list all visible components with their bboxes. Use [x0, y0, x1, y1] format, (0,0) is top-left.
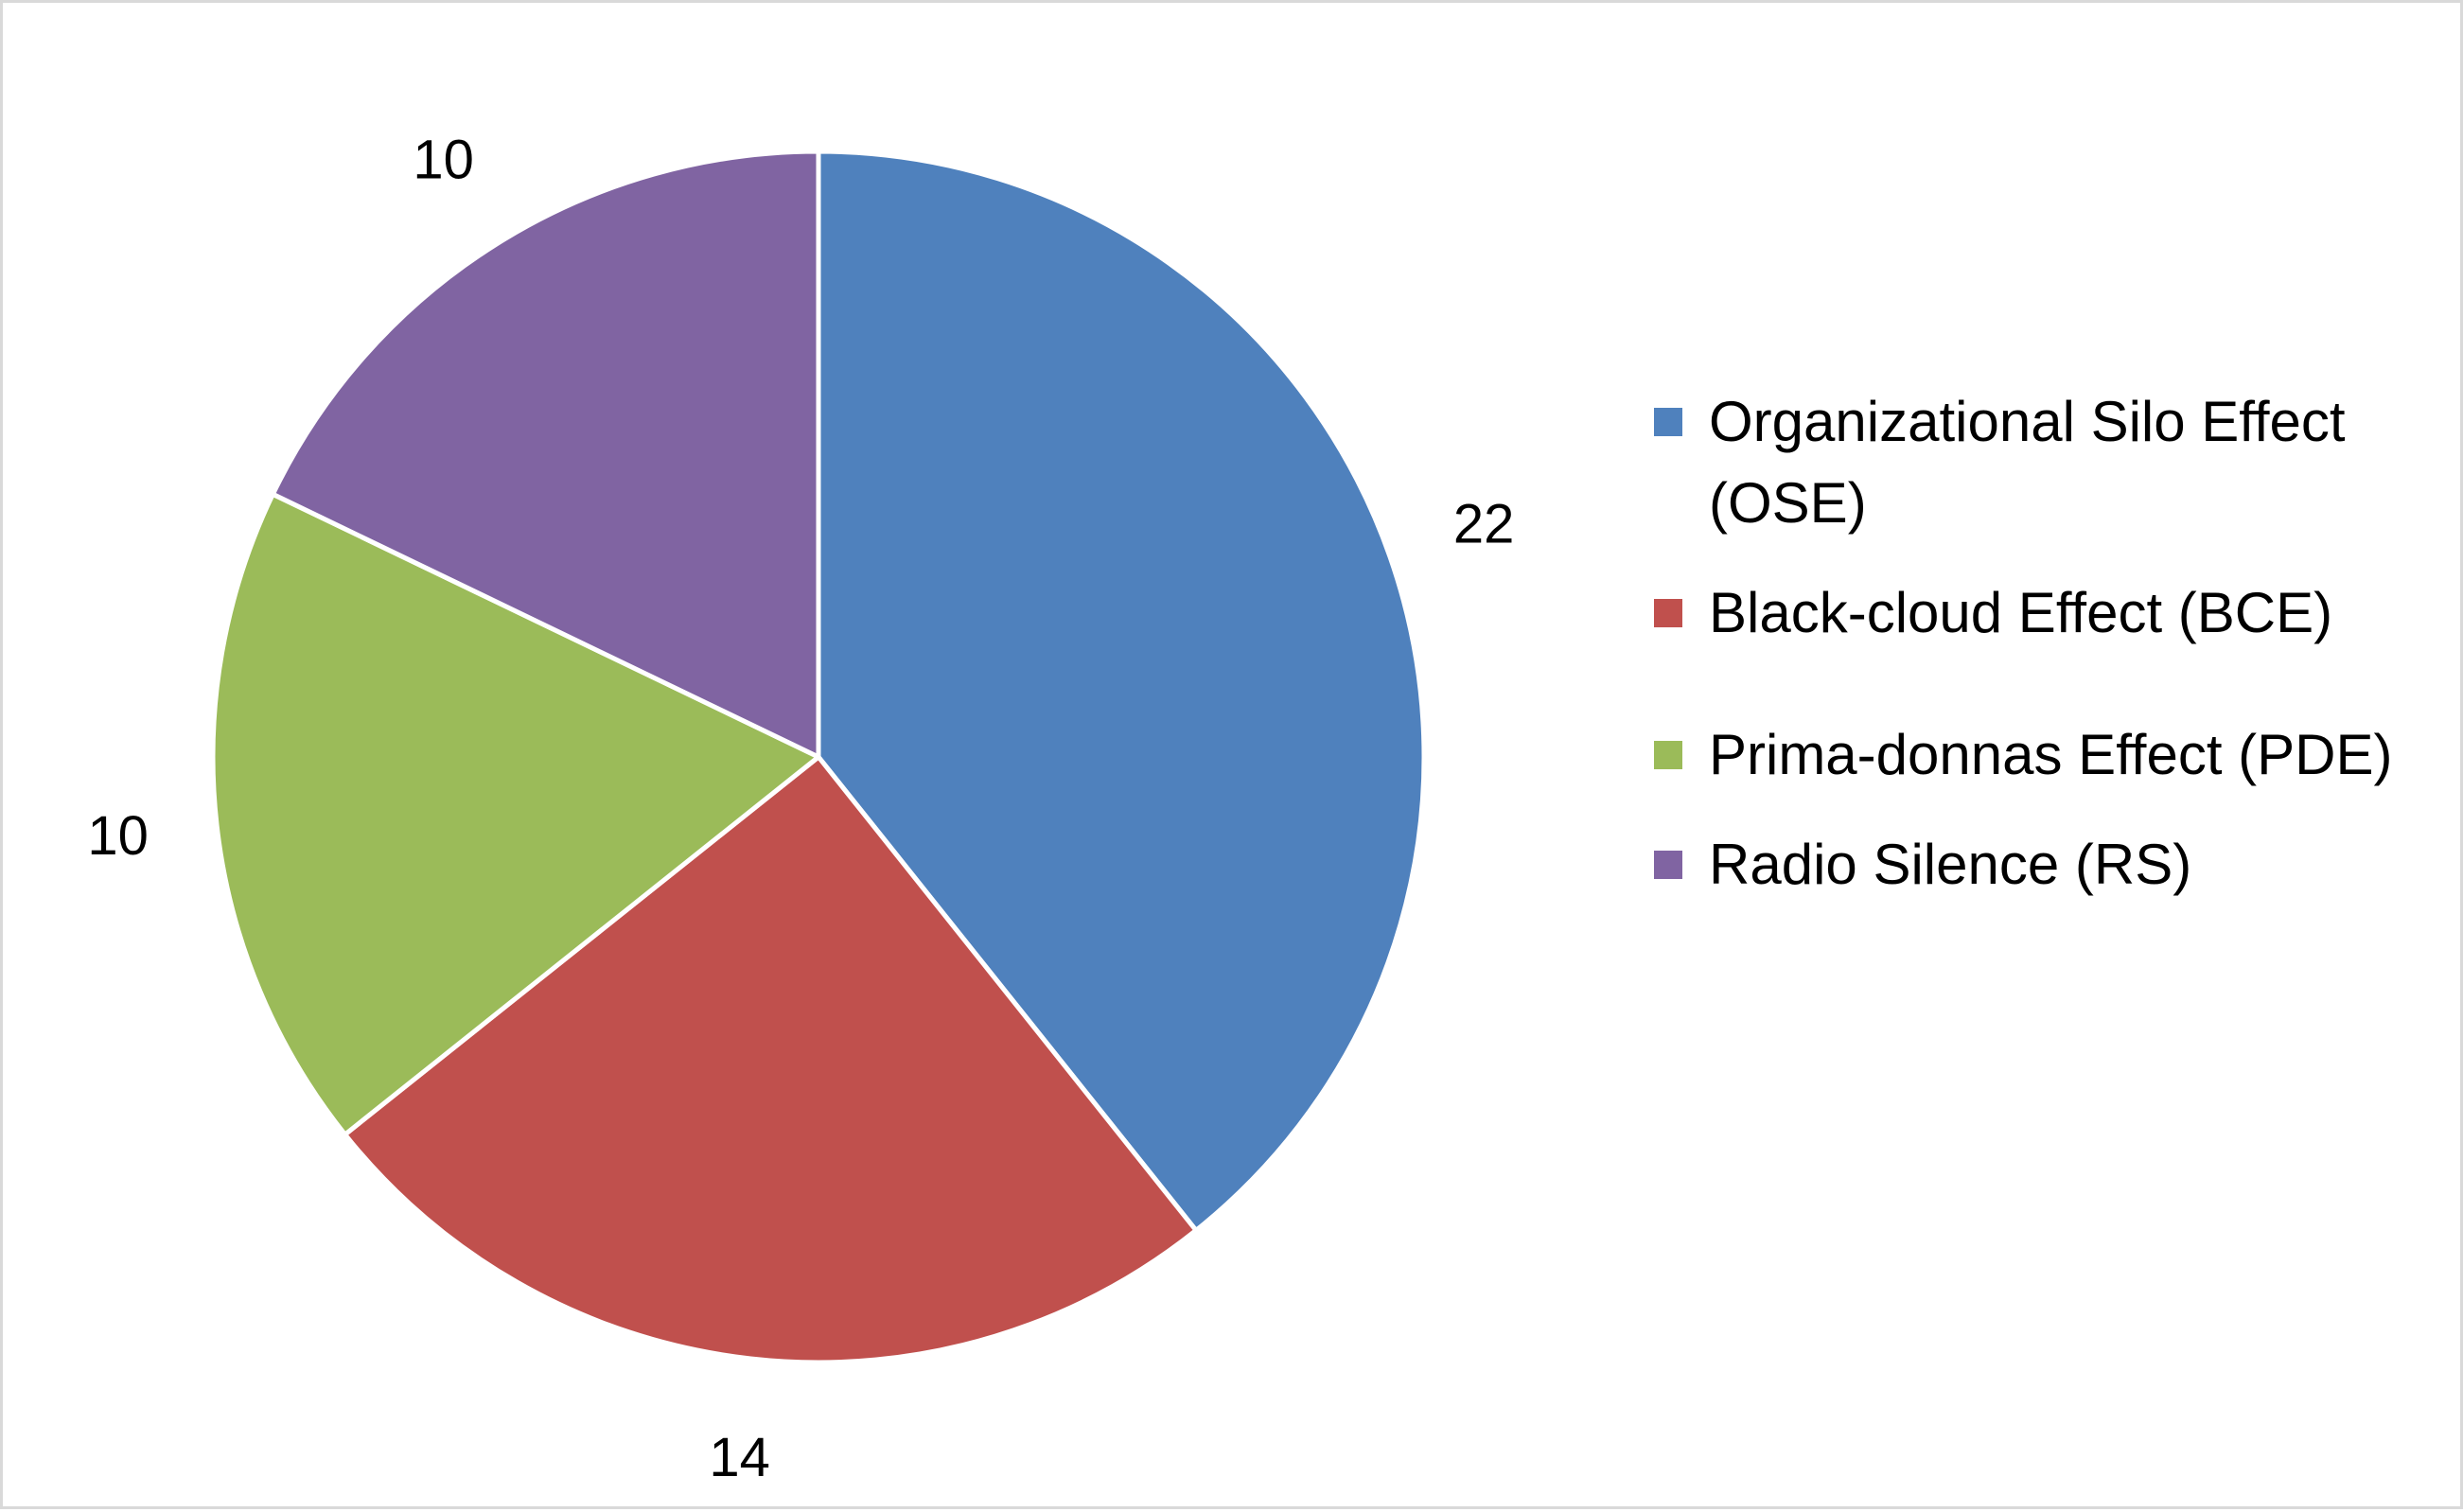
legend-label-pde: Prima-donnas Effect (PDE): [1709, 723, 2393, 786]
legend-swatch-rs: [1654, 851, 1682, 879]
legend-swatch-ose: [1654, 408, 1682, 436]
pie-slice-ose[interactable]: [816, 149, 1427, 1233]
legend-item-ose[interactable]: Organizational Silo Effect (OSE): [1654, 381, 2449, 544]
data-label-ose: 22: [1453, 493, 1515, 554]
pie-slice-bce[interactable]: [343, 754, 1199, 1365]
pie-slice-pde[interactable]: [210, 491, 821, 1137]
legend-item-rs[interactable]: Radio Silence (RS): [1654, 824, 2449, 905]
legend-item-pde[interactable]: Prima-donnas Effect (PDE): [1654, 714, 2449, 796]
data-label-bce: 14: [709, 1427, 770, 1488]
legend-swatch-pde: [1654, 741, 1682, 769]
pie-chart: 22 14 10 10: [87, 130, 1514, 1488]
legend-swatch-bce: [1654, 599, 1682, 627]
data-label-pde: 10: [87, 805, 149, 867]
legend-label-bce: Black-cloud Effect (BCE): [1709, 581, 2333, 644]
legend-label-rs: Radio Silence (RS): [1709, 833, 2192, 896]
data-label-rs: 10: [413, 130, 474, 191]
pie-data-labels: 22 14 10 10: [87, 130, 1514, 1488]
legend-label-ose: Organizational Silo Effect (OSE): [1709, 390, 2346, 535]
pie-slices: [210, 149, 1427, 1365]
pie-slice-rs[interactable]: [270, 149, 821, 760]
legend-item-bce[interactable]: Black-cloud Effect (BCE): [1654, 572, 2449, 654]
legend: Organizational Silo Effect (OSE) Black-c…: [1654, 381, 2449, 934]
